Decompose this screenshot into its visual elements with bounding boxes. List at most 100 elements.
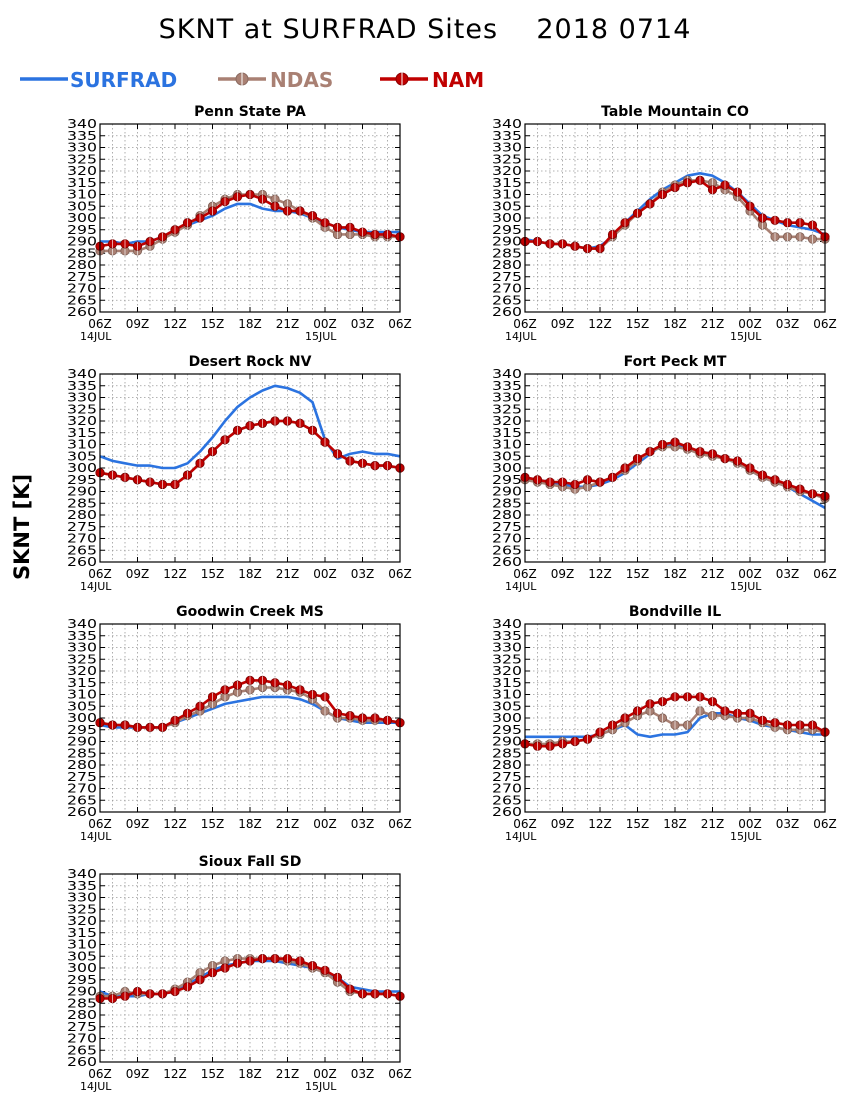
chart-title: Sioux Fall SD bbox=[199, 854, 302, 870]
y-tick-label: 280 bbox=[67, 1008, 97, 1022]
y-tick-label: 285 bbox=[67, 996, 97, 1010]
y-tick-label: 260 bbox=[67, 555, 97, 569]
x-tick-label: 00Z bbox=[313, 567, 337, 581]
date-label: 14JUL bbox=[505, 830, 537, 843]
y-tick-label: 335 bbox=[492, 129, 522, 143]
y-tick-label: 330 bbox=[67, 141, 97, 155]
x-tick-label: 06Z bbox=[388, 317, 412, 331]
x-tick-label: 00Z bbox=[738, 817, 762, 831]
y-tick-label: 340 bbox=[67, 617, 97, 631]
x-tick-label: 06Z bbox=[88, 317, 112, 331]
x-tick-label: 03Z bbox=[776, 817, 800, 831]
y-tick-label: 280 bbox=[492, 258, 522, 272]
plot-frame bbox=[99, 623, 401, 813]
y-tick-label: 340 bbox=[492, 367, 522, 381]
y-tick-label: 305 bbox=[492, 449, 522, 463]
x-tick-label: 12Z bbox=[588, 817, 612, 831]
y-tick-label: 290 bbox=[67, 485, 97, 499]
x-tick-label: 06Z bbox=[88, 567, 112, 581]
plot-frame bbox=[99, 123, 401, 313]
y-tick-label: 320 bbox=[67, 914, 97, 928]
legend-item-nam: NAM bbox=[378, 66, 484, 96]
y-tick-label: 290 bbox=[492, 485, 522, 499]
y-tick-label: 330 bbox=[67, 391, 97, 405]
y-tick-label: 305 bbox=[67, 199, 97, 213]
y-tick-label: 335 bbox=[67, 379, 97, 393]
chart-title: Fort Peck MT bbox=[624, 354, 727, 370]
y-tick-label: 275 bbox=[67, 520, 97, 534]
y-tick-label: 305 bbox=[492, 699, 522, 713]
plot-frame bbox=[99, 873, 401, 1063]
y-tick-label: 295 bbox=[492, 223, 522, 237]
y-tick-label: 285 bbox=[492, 746, 522, 760]
y-tick-label: 340 bbox=[67, 867, 97, 881]
x-tick-label: 12Z bbox=[163, 567, 187, 581]
x-tick-label: 21Z bbox=[701, 817, 725, 831]
y-tick-label: 330 bbox=[67, 641, 97, 655]
y-tick-label: 310 bbox=[67, 688, 97, 702]
figure-title: SKNT at SURFRAD Sites 2018 0714 bbox=[158, 14, 692, 45]
x-tick-label: 21Z bbox=[276, 317, 300, 331]
y-tick-label: 305 bbox=[67, 949, 97, 963]
chart-panel-0: Penn State PA 260265270275280285290295300… bbox=[67, 104, 412, 343]
y-tick-label: 295 bbox=[492, 723, 522, 737]
x-tick-label: 03Z bbox=[351, 1067, 375, 1081]
chart-title: Penn State PA bbox=[194, 104, 306, 120]
x-tick-label: 09Z bbox=[126, 817, 150, 831]
chart-panel-3: Fort Peck MT2602652702752802852902953003… bbox=[492, 354, 837, 593]
y-tick-label: 275 bbox=[67, 770, 97, 784]
date-label: 15JUL bbox=[730, 830, 762, 843]
y-tick-label: 265 bbox=[67, 793, 97, 807]
y-tick-label: 290 bbox=[492, 735, 522, 749]
y-tick-label: 290 bbox=[67, 235, 97, 249]
date-label: 14JUL bbox=[505, 330, 537, 343]
y-tick-label: 325 bbox=[67, 152, 97, 166]
y-tick-label: 295 bbox=[67, 223, 97, 237]
x-tick-label: 06Z bbox=[388, 1067, 412, 1081]
x-tick-label: 21Z bbox=[701, 317, 725, 331]
y-tick-label: 275 bbox=[492, 770, 522, 784]
date-label: 15JUL bbox=[730, 330, 762, 343]
y-tick-label: 325 bbox=[492, 652, 522, 666]
legend-item-surfrad: SURFRAD bbox=[18, 66, 177, 96]
y-tick-label: 320 bbox=[492, 414, 522, 428]
x-tick-label: 06Z bbox=[88, 1067, 112, 1081]
y-tick-label: 280 bbox=[492, 508, 522, 522]
y-tick-label: 315 bbox=[67, 426, 97, 440]
y-tick-label: 265 bbox=[67, 543, 97, 557]
x-tick-label: 06Z bbox=[813, 317, 837, 331]
date-label: 14JUL bbox=[505, 580, 537, 593]
x-tick-label: 06Z bbox=[388, 817, 412, 831]
date-label: 15JUL bbox=[730, 580, 762, 593]
y-tick-label: 315 bbox=[67, 176, 97, 190]
y-tick-label: 340 bbox=[67, 367, 97, 381]
x-tick-label: 21Z bbox=[701, 567, 725, 581]
chart-panel-2: Desert Rock NV26026527027528028529029530… bbox=[67, 354, 412, 593]
y-tick-label: 275 bbox=[67, 270, 97, 284]
y-tick-label: 315 bbox=[492, 676, 522, 690]
y-tick-label: 275 bbox=[492, 520, 522, 534]
y-tick-label: 270 bbox=[67, 282, 97, 296]
y-tick-label: 315 bbox=[67, 926, 97, 940]
y-tick-label: 330 bbox=[492, 641, 522, 655]
x-tick-label: 06Z bbox=[813, 567, 837, 581]
y-tick-label: 310 bbox=[492, 438, 522, 452]
y-tick-label: 285 bbox=[67, 496, 97, 510]
y-tick-label: 340 bbox=[67, 117, 97, 131]
y-tick-label: 285 bbox=[492, 246, 522, 260]
x-tick-label: 00Z bbox=[313, 317, 337, 331]
x-tick-label: 21Z bbox=[276, 1067, 300, 1081]
y-tick-label: 260 bbox=[492, 805, 522, 819]
y-tick-label: 280 bbox=[67, 258, 97, 272]
legend-label-ndas: NDAS bbox=[270, 68, 334, 92]
y-tick-label: 290 bbox=[67, 985, 97, 999]
y-tick-label: 325 bbox=[492, 152, 522, 166]
y-tick-label: 265 bbox=[492, 293, 522, 307]
y-tick-label: 320 bbox=[67, 414, 97, 428]
y-tick-label: 275 bbox=[492, 270, 522, 284]
x-tick-label: 09Z bbox=[551, 567, 575, 581]
y-tick-label: 325 bbox=[492, 402, 522, 416]
legend-swatch-ndas bbox=[218, 72, 266, 86]
x-tick-label: 21Z bbox=[276, 817, 300, 831]
